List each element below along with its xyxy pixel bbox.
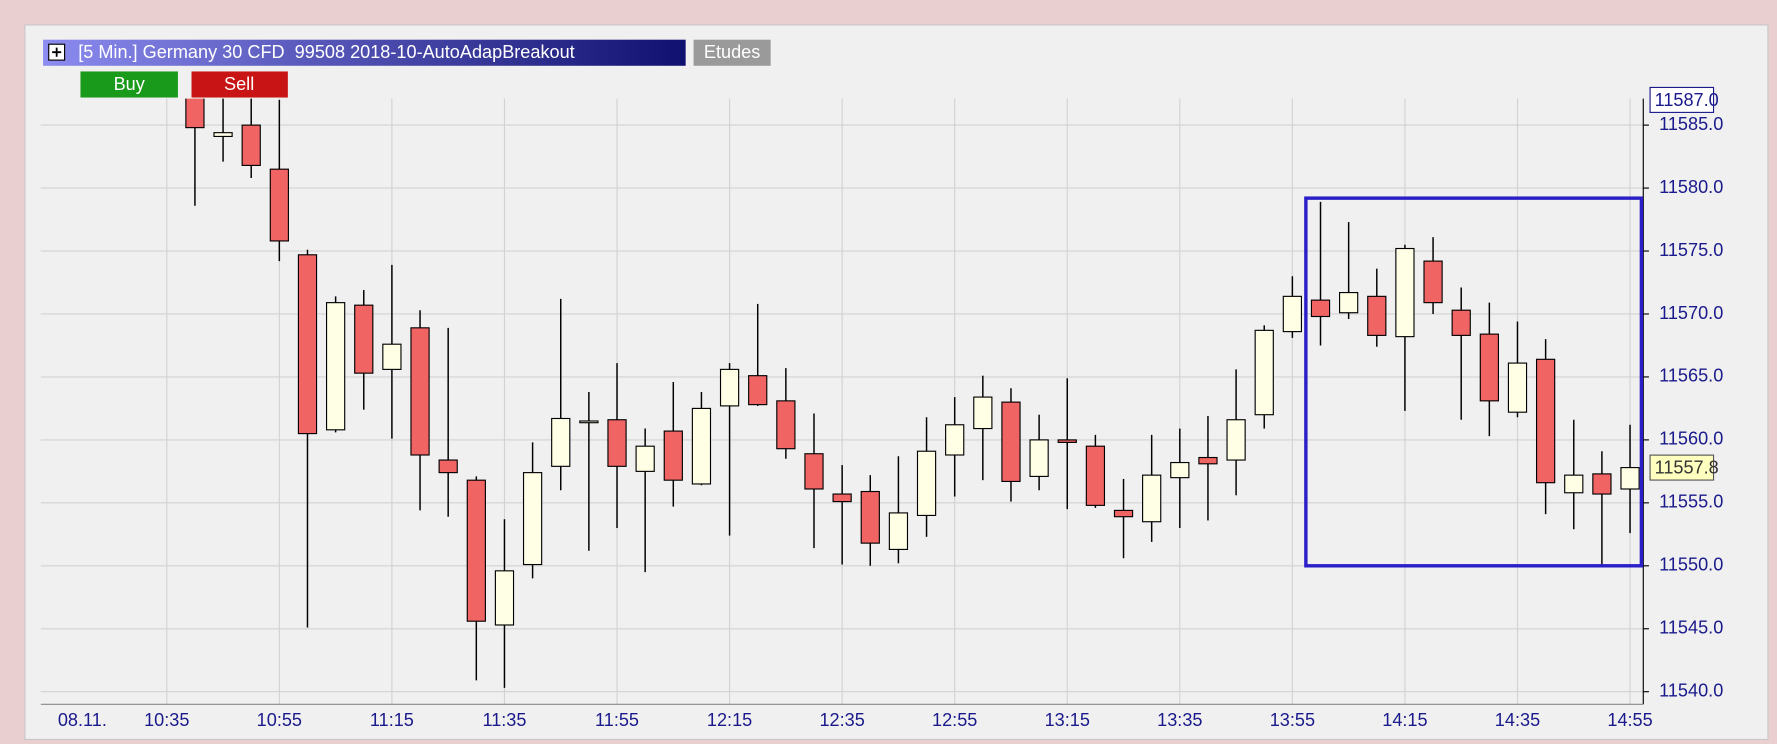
x-tick-label: 14:55	[1607, 710, 1652, 730]
x-tick-label: 10:35	[144, 710, 189, 730]
candle-body	[1395, 247, 1415, 338]
candle-body	[522, 472, 543, 566]
x-tick-label: 14:15	[1382, 710, 1427, 730]
y-tick-label: 11560.0	[1659, 429, 1723, 449]
candle-body	[241, 124, 261, 166]
y-tick-label: 11575.0	[1659, 240, 1723, 260]
header-bar	[43, 39, 686, 66]
candle-body	[354, 304, 374, 374]
x-tick-label: 13:55	[1270, 710, 1315, 730]
x-tick-label: 13:35	[1157, 710, 1202, 730]
candle-body	[325, 302, 346, 431]
candle-body	[382, 343, 402, 370]
y-tick-label: 11550.0	[1659, 555, 1723, 575]
candle-body	[1170, 461, 1190, 479]
candle-body	[1423, 260, 1443, 304]
candle-body	[1282, 295, 1303, 333]
candle-body	[551, 417, 571, 467]
candle-body	[1057, 439, 1077, 443]
candle-body	[494, 570, 515, 626]
candle-body	[466, 479, 486, 622]
candle-body	[748, 375, 768, 406]
price-marker	[1649, 454, 1715, 481]
expand-icon	[52, 47, 62, 57]
candle-body	[973, 396, 993, 430]
candle-body	[860, 490, 880, 544]
x-tick-label: 14:35	[1495, 710, 1540, 730]
candle-body	[945, 424, 965, 456]
breakout-box	[1304, 196, 1644, 568]
overlay: 11540.0 11545.0 11550.0 11555.0 11560.0 11565…	[40, 86, 1723, 730]
candle-body	[1507, 362, 1528, 413]
candle-body	[1113, 509, 1134, 518]
x-tick-label: 11:15	[370, 710, 414, 730]
candle-body	[1226, 419, 1246, 461]
candle-body	[1254, 329, 1274, 416]
candle-body	[1564, 474, 1584, 494]
candle-body	[1535, 358, 1556, 484]
x-tick-label: 11:55	[595, 710, 639, 730]
candle-body	[297, 254, 318, 435]
x-tick-label: 08.11.	[58, 710, 107, 730]
chart-title: [5 Min.] Germany 30 CFD 99508 2018-10-Au…	[78, 42, 575, 62]
sell-label: Sell	[224, 74, 254, 94]
y-tick-label: 11585.0	[1659, 114, 1723, 134]
y-tick-label: 11555.0	[1659, 492, 1723, 512]
candle-body	[607, 419, 627, 467]
candle-body	[832, 493, 852, 503]
candle-body	[1451, 309, 1471, 336]
candles	[185, 98, 1640, 688]
y-tick-label: 11570.0	[1659, 303, 1723, 323]
candle-body	[1001, 401, 1021, 483]
candle-body	[1479, 333, 1499, 402]
buy-button[interactable]	[80, 71, 178, 98]
candle-body	[1367, 295, 1387, 336]
candle-body	[691, 407, 712, 485]
y-tick-label: 11540.0	[1659, 681, 1723, 701]
candle-body	[185, 98, 205, 129]
candle-body	[635, 445, 655, 472]
etudes-button[interactable]	[693, 39, 771, 66]
candle-body	[916, 450, 937, 517]
candle-body	[1339, 292, 1359, 314]
candle-body	[1029, 439, 1049, 477]
candle-body	[579, 420, 599, 424]
candle-body	[438, 459, 458, 474]
candle-body	[410, 327, 430, 456]
x-tick-label: 12:15	[707, 710, 752, 730]
y-tick-label: 11580.0	[1659, 177, 1723, 197]
candle-body	[776, 400, 796, 450]
candle-body	[269, 168, 289, 242]
y-tick-label: 11565.0	[1659, 366, 1723, 386]
x-tick-label: 10:55	[257, 710, 302, 730]
candle-body	[719, 368, 740, 407]
candle-body	[1198, 456, 1218, 465]
candle-body	[1310, 299, 1331, 318]
y-tick-label: 11545.0	[1659, 618, 1723, 638]
etudes-label: Etudes	[704, 42, 760, 62]
candle-body	[1592, 473, 1612, 495]
candle-body	[1142, 474, 1162, 523]
candle-body	[663, 430, 683, 481]
x-tick-label: 11:35	[482, 710, 526, 730]
buy-label: Buy	[114, 74, 146, 94]
x-tick-label: 12:55	[932, 710, 977, 730]
candle-body	[888, 512, 909, 551]
price-marker-label: 11587.0	[1655, 90, 1719, 110]
candle-body	[1620, 467, 1640, 490]
chart-panel	[24, 24, 1769, 741]
sell-button[interactable]	[191, 71, 288, 98]
candle-body	[213, 132, 233, 138]
candle-body	[804, 453, 824, 490]
price-marker	[1649, 86, 1715, 113]
price-marker-label: 11557.8	[1655, 458, 1719, 478]
candle-body	[1085, 445, 1106, 506]
x-tick-label: 12:35	[819, 710, 864, 730]
x-tick-label: 13:15	[1045, 710, 1090, 730]
